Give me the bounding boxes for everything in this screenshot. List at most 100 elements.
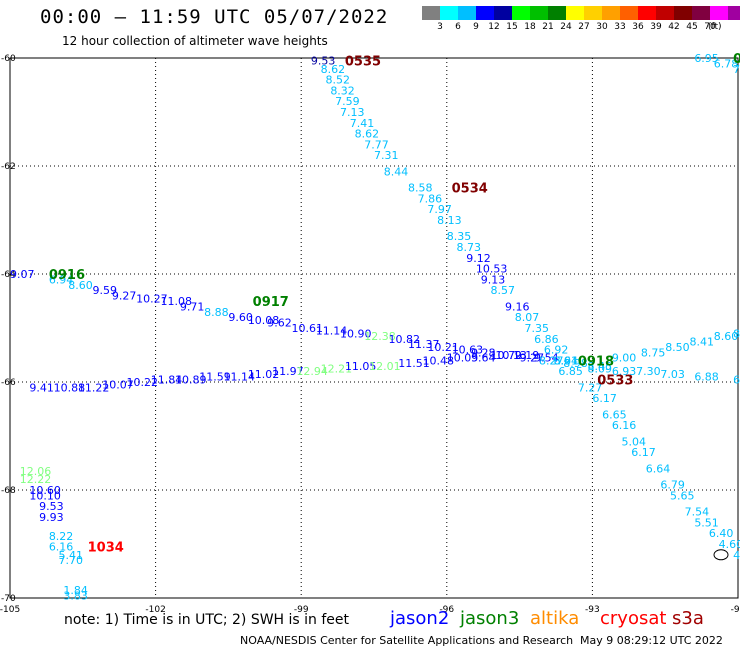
wave-height-label: 8.27 — [539, 354, 564, 367]
wave-height-label: 10.82 — [389, 333, 421, 346]
wave-height-label: 7.97 — [427, 203, 452, 216]
wave-height-label: 9.13 — [481, 273, 506, 286]
legend-label: 15 — [506, 22, 518, 32]
wave-height-label: 10.89 — [175, 373, 207, 386]
footer-note: note: 1) Time is in UTC; 2) SWH is in fe… — [64, 612, 350, 628]
wave-height-label: 9.12 — [466, 252, 491, 265]
legend-swatch — [440, 6, 458, 20]
legend-swatch — [602, 6, 620, 20]
wave-height-label: 10.63 — [452, 344, 484, 357]
wave-height-label: 11.37 — [408, 338, 440, 351]
wave-height-label: 7.59 — [335, 95, 360, 108]
wave-height-label: 8.60 — [714, 330, 739, 343]
wave-height-label: 12.94 — [296, 365, 328, 378]
wave-height-label: 10.07 — [102, 379, 134, 392]
satellite-name: altika — [530, 608, 580, 629]
legend-swatch — [620, 6, 638, 20]
wave-height-label: 8.35 — [447, 230, 472, 243]
y-tick-label: -62 — [1, 162, 16, 172]
wave-height-label: 8.45 — [588, 360, 613, 373]
wave-height-label: 11.51 — [398, 357, 430, 370]
color-scale-labels: 3 6 9 12 15 18 21 24 27 30 33 36 39 42 45 70 — [422, 22, 719, 32]
wave-height-label: 11.22 — [78, 381, 110, 394]
legend-label: 21 — [542, 22, 554, 32]
legend-label: 3 — [437, 22, 443, 32]
wave-height-label: 7.41 — [350, 117, 375, 130]
legend-swatch — [728, 6, 740, 20]
x-tick-label: -105 — [0, 605, 20, 615]
legend-swatch — [494, 6, 512, 20]
wave-height-label: 6.16 — [612, 419, 637, 432]
wave-height-label: 6.65 — [602, 408, 627, 421]
legend-swatch — [638, 6, 656, 20]
wave-height-label: 6.79 — [660, 479, 685, 492]
y-tick-label: -68 — [1, 486, 16, 496]
legend-label: 9 — [473, 22, 479, 32]
wave-height-label: 10.22 — [126, 376, 158, 389]
pass-time-label: 0534 — [452, 182, 488, 197]
legend-swatch — [512, 6, 530, 20]
legend-label: 45 — [686, 22, 698, 32]
wave-height-label: 8.50 — [665, 341, 690, 354]
wave-height-label: 12.22 — [20, 473, 51, 486]
legend-label: 18 — [524, 22, 536, 32]
legend-swatch — [710, 6, 728, 20]
wave-height-label: 7.54 — [685, 506, 710, 519]
wave-height-label: 10.48 — [423, 354, 455, 367]
wave-height-label: 11.59 — [199, 371, 231, 384]
wave-height-label: 9.71 — [180, 300, 205, 313]
wave-height-label: 7.30 — [636, 365, 661, 378]
wave-height-label: 8.44 — [384, 165, 409, 178]
wave-height-label: 11.08 — [160, 295, 192, 308]
wave-height-label: 6.85 — [558, 365, 583, 378]
wave-height-label: 9.16 — [505, 300, 530, 313]
wave-height-label: 11.14 — [316, 325, 348, 338]
wave-height-label: 6.94 — [49, 273, 74, 286]
wave-height-label: 10.21 — [427, 341, 459, 354]
legend-swatch — [566, 6, 584, 20]
wave-height-label: 9.27 — [520, 352, 545, 365]
wave-height-label: 4. — [733, 549, 740, 562]
wave-height-label: 9.27 — [112, 290, 137, 303]
legend-label: 42 — [668, 22, 680, 32]
legend-swatch — [476, 6, 494, 20]
wave-height-label: 10.13 — [495, 349, 527, 362]
wave-height-label: 9.60 — [228, 311, 253, 324]
wave-height-label: 5.51 — [694, 516, 719, 529]
wave-height-label: 10.10 — [29, 489, 61, 502]
wave-height-label: 8.73 — [457, 241, 482, 254]
legend-label: 36 — [632, 22, 644, 32]
wave-height-label: 8.07 — [515, 311, 540, 324]
wave-height-label: 8.58 — [408, 182, 433, 195]
wave-height-label: 9.28 — [471, 346, 496, 359]
island-outline — [713, 549, 729, 561]
legend-swatch — [422, 6, 440, 20]
wave-height-label: 9.59 — [93, 284, 118, 297]
legend-swatch — [584, 6, 602, 20]
pass-time-label: 0533 — [597, 373, 633, 388]
satellite-name: cryosat — [600, 608, 667, 629]
legend-label: 24 — [560, 22, 572, 32]
x-tick-label: -99 — [294, 605, 309, 615]
footer-timestamp: May 9 08:29:12 UTC 2022 — [580, 634, 723, 647]
wave-height-label: 7.35 — [524, 322, 549, 335]
wave-height-label: 9.00 — [612, 352, 637, 365]
satellite-name: jason3 — [460, 608, 520, 629]
wave-height-label: 8.88 — [204, 306, 229, 319]
pass-time-label: 1034 — [88, 541, 124, 556]
wave-height-label: 8.98 — [563, 357, 588, 370]
wave-height-label: 8.62 — [321, 63, 346, 76]
wave-height-label: 12.01 — [369, 360, 401, 373]
wave-height-label: 9.54 — [534, 352, 559, 365]
legend-swatch — [548, 6, 566, 20]
x-tick-label: -93 — [585, 605, 600, 615]
legend-swatch — [674, 6, 692, 20]
footer-agency: NOAA/NESDIS Center for Satellite Applica… — [240, 634, 574, 647]
wave-height-label: 6.16 — [49, 541, 74, 554]
wave-height-label: 10.72 — [490, 349, 521, 362]
wave-height-label: 5.65 — [670, 489, 695, 502]
wave-height-label: 10.60 — [29, 484, 61, 497]
legend-label: 30 — [596, 22, 608, 32]
legend-swatch — [692, 6, 710, 20]
